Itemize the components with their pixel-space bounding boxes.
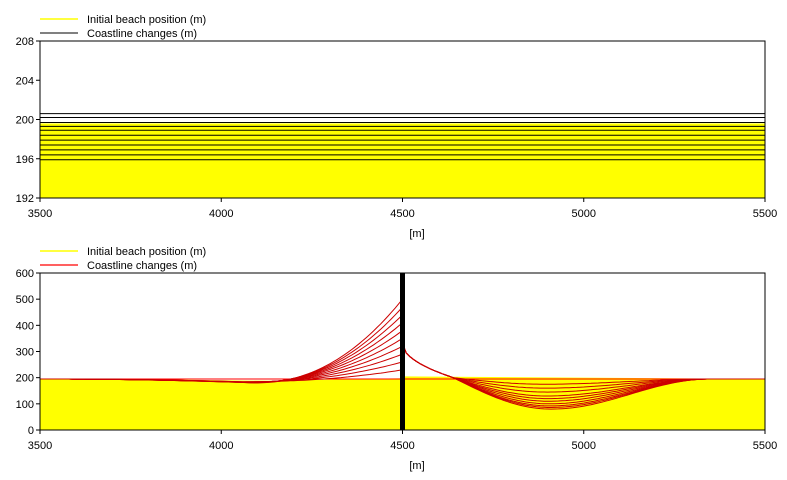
bottom-y-tick-label: 100: [16, 399, 34, 411]
top-coastline-lines: [40, 113, 765, 161]
top-legend: Initial beach position (m) Coastline cha…: [40, 14, 206, 40]
top-y-tick-label: 192: [16, 193, 34, 205]
bottom-y-tick-label: 400: [16, 320, 34, 332]
top-y-axis: 192 196 200 204 208: [16, 36, 40, 205]
bottom-y-tick-label: 200: [16, 373, 34, 385]
bottom-legend-label-coastline: Coastline changes (m): [87, 260, 197, 272]
top-y-tick-label: 200: [16, 115, 34, 127]
bottom-x-tick-label: 5000: [572, 440, 596, 452]
bottom-x-tick-label: 3500: [28, 440, 52, 452]
bottom-legend-label-initial: Initial beach position (m): [87, 246, 206, 258]
top-chart: Initial beach position (m) Coastline cha…: [16, 14, 778, 240]
bottom-updrift-curve: [40, 298, 403, 384]
top-x-tick-label: 3500: [28, 208, 52, 220]
bottom-y-tick-label: 300: [16, 347, 34, 359]
bottom-legend: Initial beach position (m) Coastline cha…: [40, 246, 206, 272]
top-x-tick-label: 5000: [572, 208, 596, 220]
top-x-tick-label: 4000: [209, 208, 233, 220]
bottom-x-axis-label: [m]: [409, 460, 424, 472]
bottom-downdrift-curve: [402, 343, 765, 410]
top-y-tick-label: 196: [16, 154, 34, 166]
bottom-x-tick-label: 4500: [390, 440, 414, 452]
top-x-axis: 3500 4000 4500 5000 5500: [28, 198, 777, 220]
bottom-x-tick-label: 5500: [753, 440, 777, 452]
bottom-coastline-lines: [40, 298, 765, 410]
top-y-tick-label: 204: [16, 75, 34, 87]
bottom-x-axis: 3500 4000 4500 5000 5500: [28, 430, 777, 452]
bottom-y-tick-label: 0: [28, 425, 34, 437]
top-legend-label-coastline: Coastline changes (m): [87, 28, 197, 40]
bottom-chart: Initial beach position (m) Coastline cha…: [16, 246, 778, 472]
groyne-structure: [400, 273, 405, 430]
top-beach-fill: [40, 123, 765, 198]
top-x-tick-label: 4500: [390, 208, 414, 220]
top-legend-label-initial: Initial beach position (m): [87, 14, 206, 26]
bottom-x-tick-label: 4000: [209, 440, 233, 452]
top-x-axis-label: [m]: [409, 228, 424, 240]
bottom-y-axis: 0 100 200 300 400 500 600: [16, 268, 40, 437]
top-x-tick-label: 5500: [753, 208, 777, 220]
bottom-y-tick-label: 600: [16, 268, 34, 280]
bottom-y-tick-label: 500: [16, 294, 34, 306]
top-y-tick-label: 208: [16, 36, 34, 48]
